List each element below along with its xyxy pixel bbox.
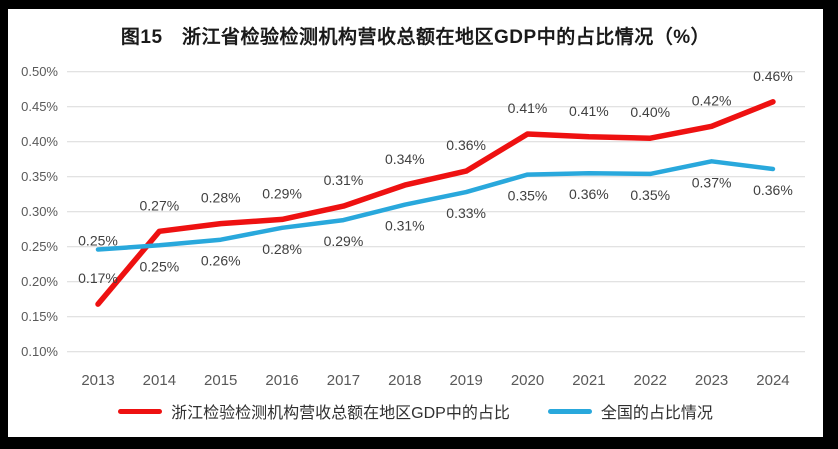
y-axis-tick-label: 0.35% <box>21 169 58 184</box>
data-label: 0.34% <box>385 151 425 167</box>
series-line-1 <box>95 159 776 252</box>
data-label: 0.37% <box>692 174 732 190</box>
legend-item-1: 全国的占比情况 <box>547 399 713 423</box>
data-label: 0.27% <box>140 197 180 213</box>
x-axis-label: 2018 <box>388 372 421 389</box>
data-label: 0.40% <box>630 104 670 120</box>
x-axis-label: 2021 <box>572 372 605 389</box>
data-label: 0.17% <box>78 270 118 286</box>
data-label: 0.25% <box>140 258 180 274</box>
x-axis-label: 2013 <box>81 372 114 389</box>
data-label: 0.28% <box>262 241 302 257</box>
legend: 浙江检验检测机构营收总额在地区GDP中的占比 全国的占比情况 <box>8 399 823 423</box>
legend-label: 浙江检验检测机构营收总额在地区GDP中的占比 <box>171 405 510 422</box>
y-axis-tick-label: 0.50% <box>21 64 58 79</box>
data-label: 0.35% <box>508 188 548 204</box>
chart-title: 图15 浙江省检验检测机构营收总额在地区GDP中的占比情况（%） <box>120 27 711 48</box>
data-label: 0.28% <box>201 190 241 206</box>
series-line-0 <box>95 99 776 307</box>
y-axis-tick-label: 0.45% <box>21 99 58 114</box>
x-axis-label: 2022 <box>634 372 667 389</box>
data-label: 0.31% <box>385 218 425 234</box>
data-label: 0.25% <box>78 233 118 249</box>
x-axis-label: 2017 <box>327 372 360 389</box>
y-axis-tick-label: 0.25% <box>21 239 58 254</box>
y-axis-tick-label: 0.20% <box>21 274 58 289</box>
x-axis-label: 2019 <box>449 372 482 389</box>
legend-item-0: 浙江检验检测机构营收总额在地区GDP中的占比 <box>118 399 510 423</box>
legend-swatch-icon <box>118 408 163 414</box>
x-axis-label: 2020 <box>511 372 544 389</box>
data-label: 0.33% <box>446 205 486 221</box>
y-axis-tick-label: 0.30% <box>21 204 58 219</box>
x-axis-label: 2015 <box>204 372 237 389</box>
data-label: 0.36% <box>753 182 793 198</box>
data-label: 0.31% <box>324 172 364 188</box>
x-axis-label: 2016 <box>265 372 298 389</box>
data-label: 0.46% <box>753 68 793 84</box>
data-label: 0.36% <box>446 137 486 153</box>
data-label: 0.42% <box>692 92 732 108</box>
legend-label: 全国的占比情况 <box>600 405 713 422</box>
data-label: 0.29% <box>262 185 302 201</box>
data-label: 0.35% <box>630 187 670 203</box>
legend-swatch-icon <box>547 408 592 414</box>
chart-canvas: 图15 浙江省检验检测机构营收总额在地区GDP中的占比情况（%） 0.10% 0.… <box>8 9 823 437</box>
y-axis-tick-label: 0.15% <box>21 309 58 324</box>
chart-svg: 0.10% 0.15% 0.20% 0.25% 0.30% 0.35% 0.40% 0.45%… <box>21 64 805 389</box>
data-label: 0.26% <box>201 253 241 269</box>
data-label: 0.36% <box>569 186 609 202</box>
data-label: 0.41% <box>569 103 609 119</box>
y-axis-tick-label: 0.10% <box>21 344 58 359</box>
data-label: 0.41% <box>508 100 548 116</box>
data-label: 0.29% <box>324 233 364 249</box>
x-axis-label: 2024 <box>756 372 789 389</box>
y-axis-tick-label: 0.40% <box>21 134 58 149</box>
x-axis-label: 2023 <box>695 372 728 389</box>
x-axis-label: 2014 <box>143 372 176 389</box>
